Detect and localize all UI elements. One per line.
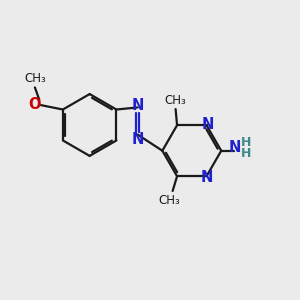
Text: H: H (241, 147, 251, 160)
Text: CH₃: CH₃ (159, 194, 181, 207)
Text: O: O (28, 97, 40, 112)
Text: CH₃: CH₃ (165, 94, 187, 107)
Text: H: H (241, 136, 251, 149)
Text: N: N (229, 140, 241, 155)
Text: N: N (131, 98, 144, 113)
Text: N: N (131, 132, 144, 147)
Text: CH₃: CH₃ (24, 72, 46, 85)
Text: N: N (202, 117, 214, 132)
Text: N: N (201, 170, 213, 185)
